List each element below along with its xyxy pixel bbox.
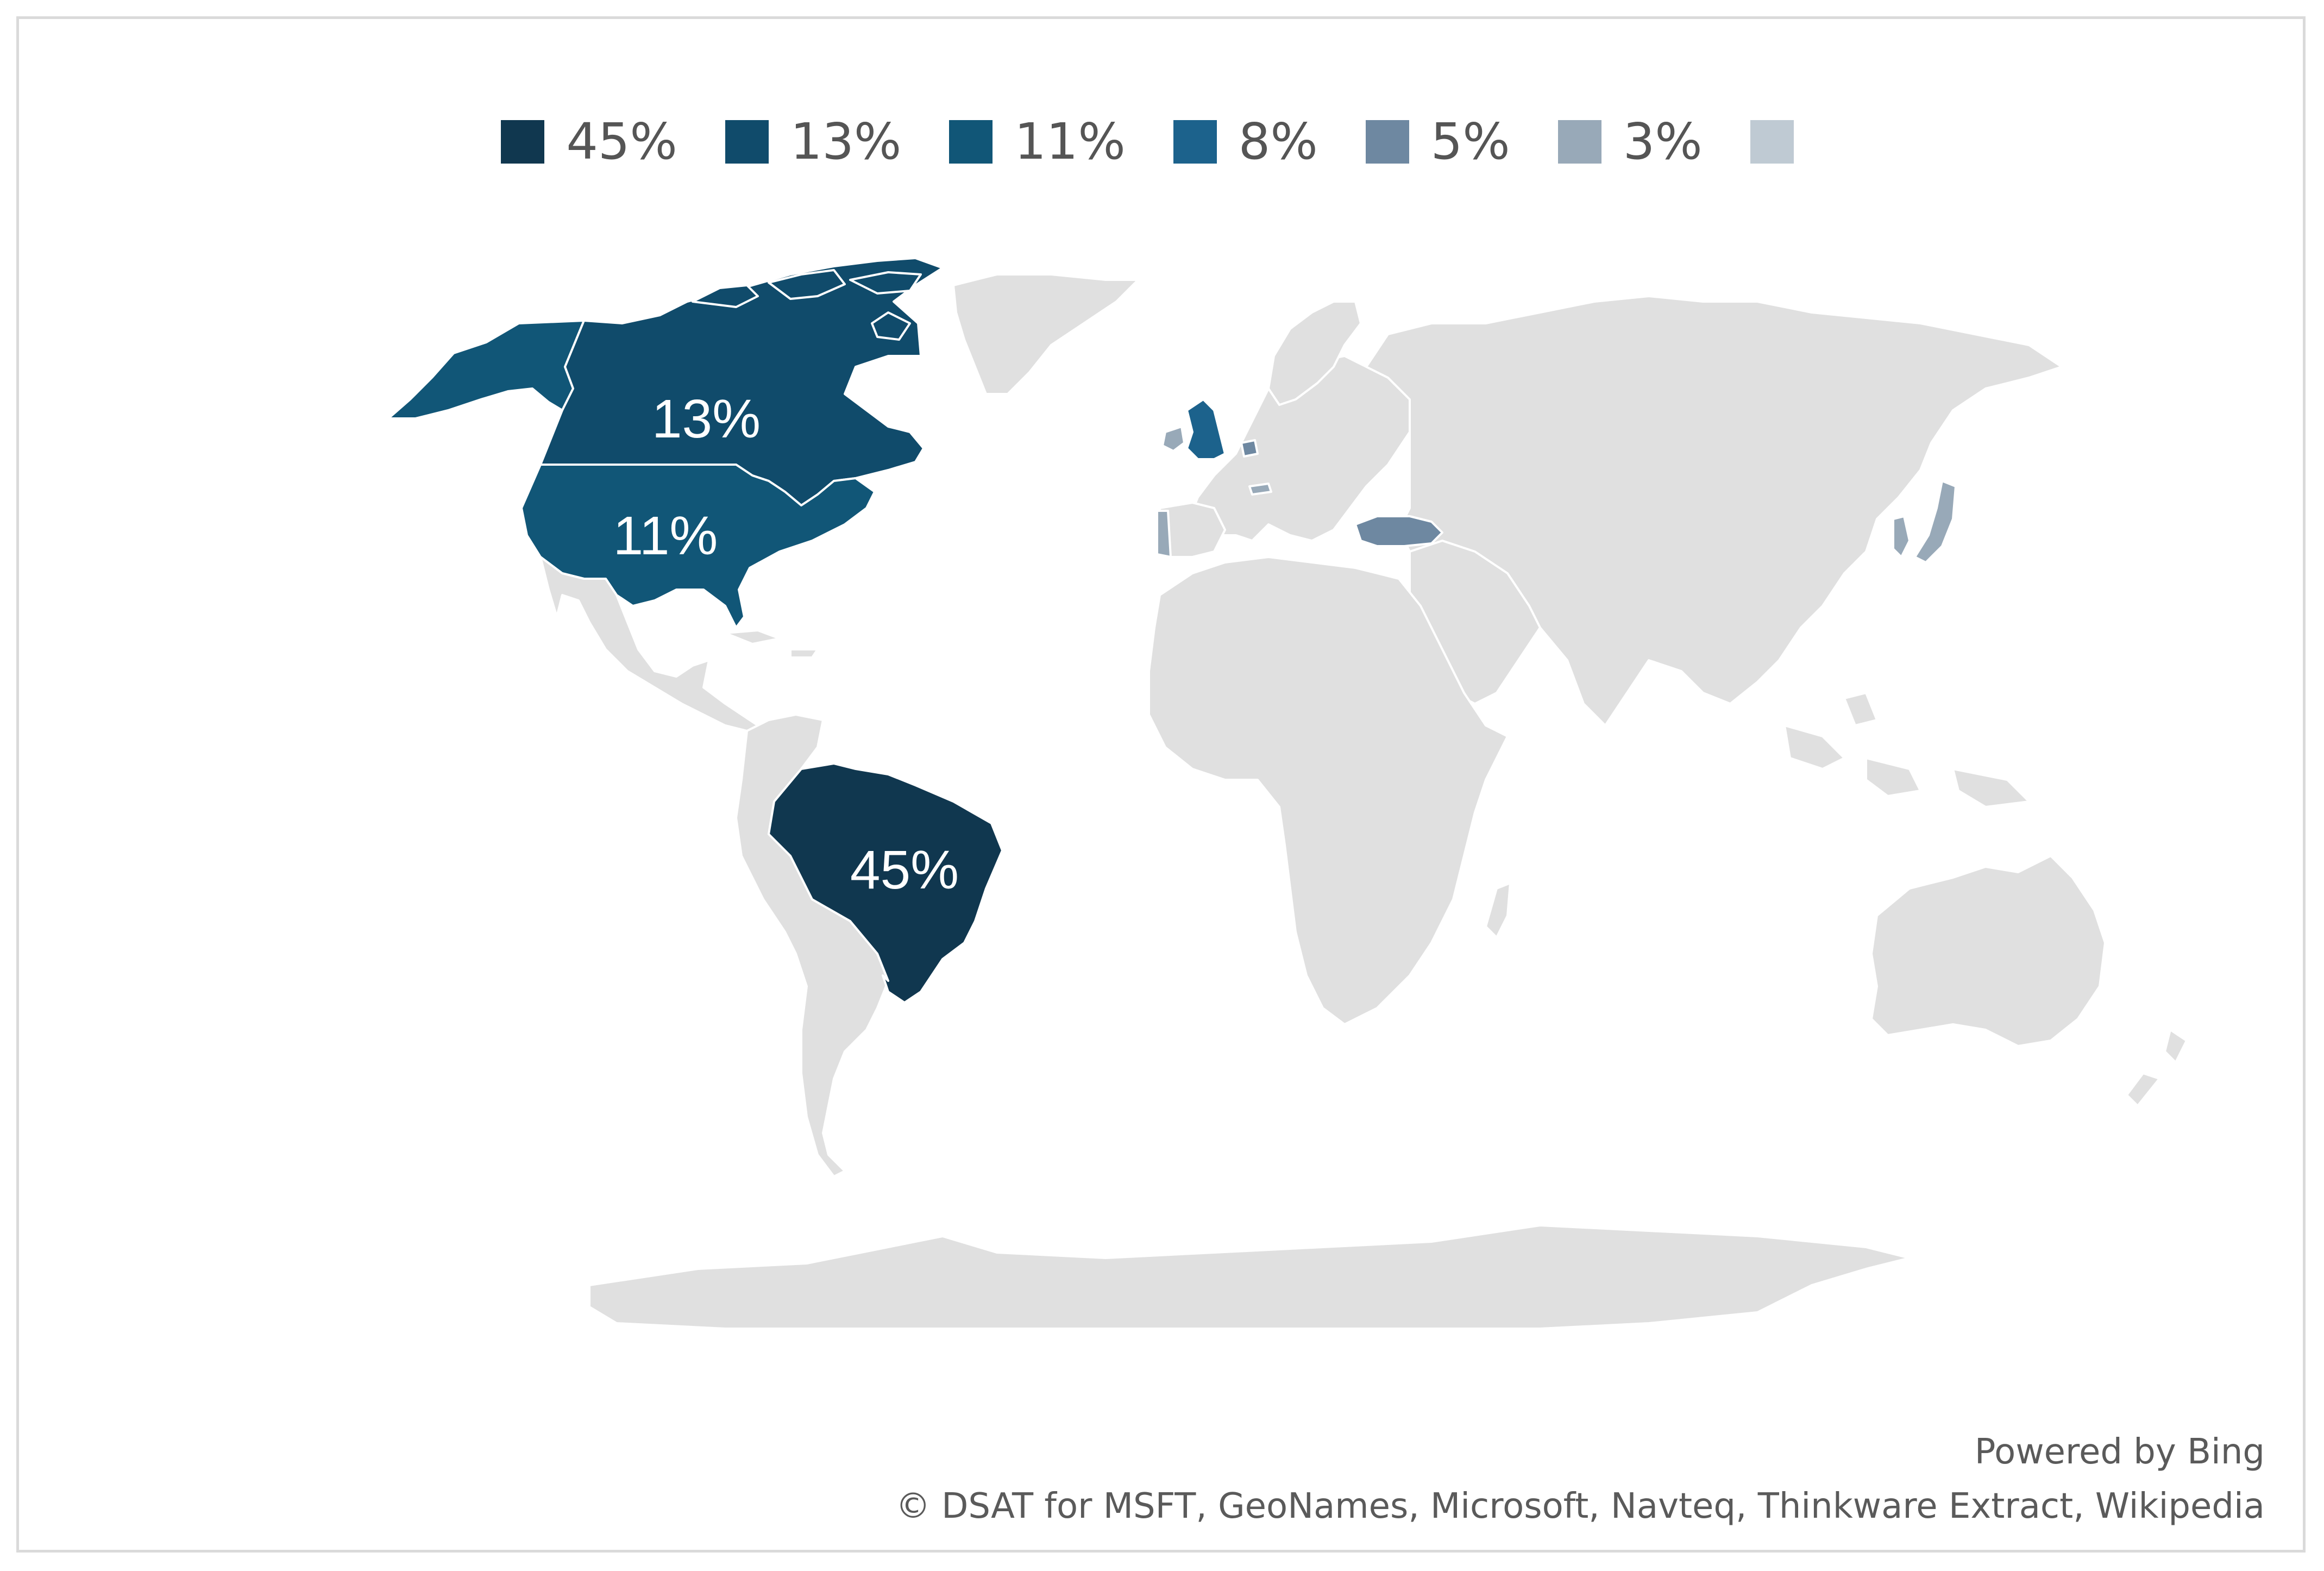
map-frame: 45% 13% 11% 8% 5% 3% (16, 16, 2306, 1553)
legend-label: 3% (1623, 112, 1703, 171)
region-label-usa: 11% (613, 505, 718, 566)
legend-item-8: 8% (1173, 117, 1318, 167)
region-africa (1148, 556, 1509, 1025)
legend-label: 11% (1014, 112, 1126, 171)
region-antarctica (588, 1224, 1911, 1330)
region-label-brazil: 45% (850, 840, 959, 900)
legend-label: 13% (790, 112, 902, 171)
legend-swatch (1365, 120, 1409, 164)
legend-label: 45% (566, 112, 677, 171)
legend-item-3: 3% (1557, 112, 1703, 171)
region-netherlands (1240, 439, 1259, 458)
region-mexico (539, 556, 759, 732)
region-scandinavia (1267, 301, 1362, 406)
legend-swatch (725, 120, 769, 164)
legend-item-other (1750, 120, 1821, 164)
region-korea (1892, 515, 1911, 558)
legend-swatch (1173, 120, 1217, 164)
legend-label: 8% (1238, 112, 1318, 171)
region-madagascar (1485, 882, 1511, 938)
region-brazil (768, 762, 1003, 1004)
region-sea-islands (1783, 692, 2030, 808)
region-new-zealand (2126, 1029, 2188, 1107)
legend-item-13: 13% (725, 117, 901, 167)
region-uk (1186, 398, 1226, 460)
legend-item-11: 11% (949, 112, 1126, 171)
legend-label: 5% (1430, 112, 1510, 171)
region-ireland (1161, 425, 1185, 452)
legend-swatch (501, 120, 545, 164)
region-turkey (1354, 515, 1443, 547)
region-switzerland (1248, 483, 1272, 496)
region-canada-islands (692, 269, 922, 341)
legend-swatch (1750, 120, 1794, 164)
region-caribbean (724, 629, 819, 659)
legend-swatch (949, 120, 993, 164)
legend: 45% 13% 11% 8% 5% 3% (19, 117, 2303, 167)
region-australia (1870, 855, 2106, 1047)
legend-item-45: 45% (501, 117, 677, 167)
region-greenland (952, 273, 1139, 395)
legend-swatch (1557, 120, 1601, 164)
region-alaska (387, 320, 585, 420)
copyright-text: © DSAT for MSFT, GeoNames, Microsoft, Na… (895, 1486, 2265, 1526)
region-japan (1914, 480, 1957, 564)
region-label-canada: 13% (652, 389, 761, 449)
world-map: 13% 11% 45% (387, 257, 2188, 1330)
legend-item-5: 5% (1365, 112, 1510, 171)
region-portugal (1156, 510, 1172, 558)
powered-by-text: Powered by Bing (1974, 1432, 2265, 1472)
